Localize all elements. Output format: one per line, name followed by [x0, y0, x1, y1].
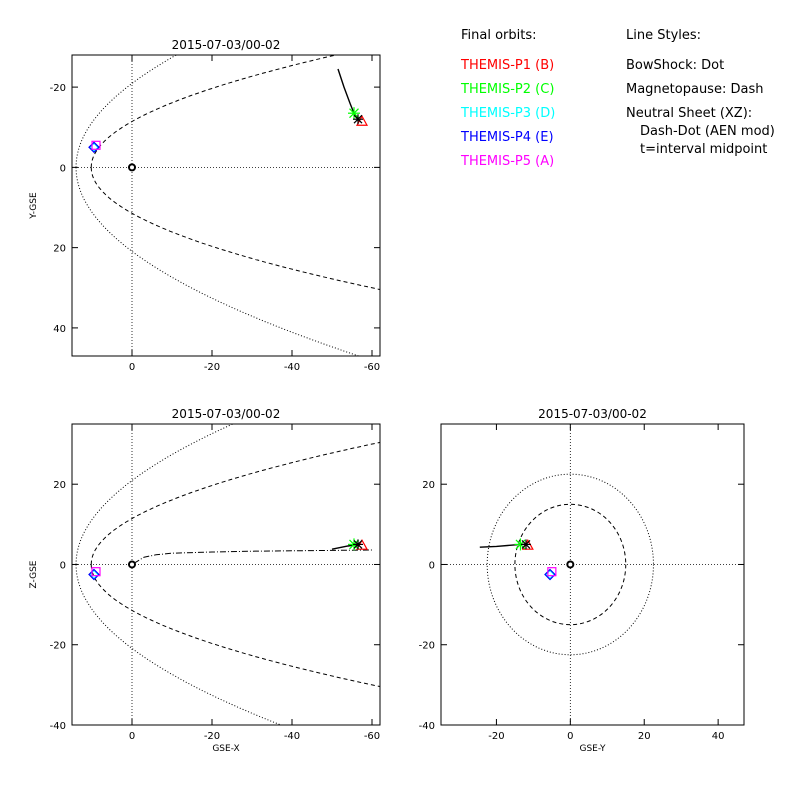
legend-style-magnetopause: Magnetopause: Dash	[626, 82, 764, 97]
y-tick-label-xy: 40	[53, 324, 66, 335]
marker-themis-p5-a	[91, 140, 101, 150]
legend-orbit-p4: THEMIS-P4 (E)	[461, 130, 554, 145]
y-tick-label-yz: -40	[419, 721, 435, 732]
chart-panel-yz: -20 0 20 40 -40 -20 0 20 2015-07-03/00-02 GSE-Y	[419, 407, 745, 754]
x-tick-label-xy: -20	[204, 362, 220, 373]
y-tick-label-xz: 0	[60, 560, 66, 571]
y-axis-label-xz: Z-GSE	[29, 560, 39, 588]
y-tick-label-xz: 20	[53, 480, 66, 491]
midpoint-marker-xy	[353, 114, 363, 125]
x-tick-label-yz: 0	[567, 731, 573, 742]
chart-title-xy: 2015-07-03/00-02	[172, 38, 281, 52]
x-tick-label-xz: -40	[284, 731, 300, 742]
y-tick-label-xz: -40	[50, 721, 66, 732]
x-tick-label-xy: -40	[284, 362, 300, 373]
legend-style-midpoint: t=interval midpoint	[640, 142, 768, 157]
midpoint-marker-yz	[520, 539, 531, 550]
axes-frame-xz	[71, 423, 381, 726]
y-tick-label-xy: -20	[50, 83, 66, 94]
magnetopause-curve-xy	[90, 167, 380, 291]
y-tick-label-xz: -20	[50, 641, 66, 652]
midpoint-marker-xz	[353, 539, 363, 550]
y-tick-label-xy: 20	[53, 244, 66, 255]
marker-themis-p4-e	[544, 568, 556, 581]
y-tick-label-xy: 0	[60, 163, 66, 174]
y-axis-label-xy: Y-GSE	[29, 192, 39, 220]
legend-orbits-title: Final orbits:	[461, 28, 537, 43]
marker-themis-p4-e	[88, 141, 100, 154]
chart-title-yz: 2015-07-03/00-02	[538, 407, 647, 421]
marker-themis-p5-a	[91, 567, 101, 577]
marker-themis-p2-c	[348, 107, 360, 120]
x-tick-label-xz: -60	[364, 731, 380, 742]
x-tick-label-xz: -20	[204, 731, 220, 742]
legend-style-bowshock: BowShock: Dot	[626, 58, 725, 73]
x-axis-label-yz: GSE-Y	[579, 744, 606, 754]
legend-style-dash-dot: Dash-Dot (AEN mod)	[640, 124, 775, 139]
x-tick-label-yz: -20	[488, 731, 504, 742]
chart-panel-xy: 0 -20 -40 -60 -20 0 20 40 2015-07-03/00-02 Y-GSE	[29, 38, 381, 373]
plot-area-yz	[441, 424, 744, 725]
legend-orbit-p3: THEMIS-P3 (D)	[461, 106, 556, 121]
earth-marker-inner-yz	[568, 562, 573, 567]
magnetopause-curve-xz	[90, 564, 380, 688]
x-tick-label-xy: -60	[364, 362, 380, 373]
x-tick-label-yz: 40	[712, 731, 725, 742]
y-tick-label-yz: 0	[429, 560, 435, 571]
y-tick-label-yz: 20	[422, 480, 435, 491]
bowshock-curve-xy	[75, 55, 178, 168]
bowshock-curve-xy	[75, 167, 361, 356]
axes-frame-yz	[440, 423, 745, 726]
legend-orbit-p2: THEMIS-P2 (C)	[461, 82, 555, 97]
x-axis-label-xz: GSE-X	[212, 744, 239, 754]
x-tick-label-yz: 20	[638, 731, 651, 742]
x-tick-label-xz: 0	[129, 731, 135, 742]
earth-marker-inner-xy	[130, 165, 134, 170]
bowshock-circle	[486, 473, 654, 656]
magnetopause-curve-xy	[90, 55, 339, 168]
legend-styles-title: Line Styles:	[626, 28, 702, 43]
magnetopause-curve-xz	[90, 441, 380, 565]
x-tick-label-xy: 0	[129, 362, 135, 373]
bowshock-curve-xz	[75, 424, 235, 565]
marker-themis-p5-a	[547, 567, 557, 577]
magnetopause-circle	[514, 503, 627, 626]
plot-area-xy	[72, 55, 380, 356]
neutral-sheet-curve	[133, 549, 373, 564]
earth-marker-inner-xz	[130, 562, 134, 567]
chart-panel-xz: 0 -20 -40 -60 -40 -20 0 20 2015-07-03/00-02 GSE-X…	[29, 407, 381, 754]
legend-orbit-p5: THEMIS-P5 (A)	[461, 154, 555, 169]
chart-title-xz: 2015-07-03/00-02	[172, 407, 281, 421]
legend-style-neutral-sheet: Neutral Sheet (XZ):	[626, 106, 753, 121]
axes-frame-xy	[71, 54, 381, 357]
y-tick-label-yz: -20	[419, 641, 435, 652]
plot-area-xz	[72, 424, 380, 725]
marker-themis-p4-e	[88, 568, 100, 581]
marker-themis-p3-d	[89, 569, 99, 580]
bowshock-curve-xz	[75, 564, 283, 725]
legend-orbit-p1: THEMIS-P1 (B)	[461, 58, 555, 73]
marker-themis-p3-d	[89, 142, 99, 153]
